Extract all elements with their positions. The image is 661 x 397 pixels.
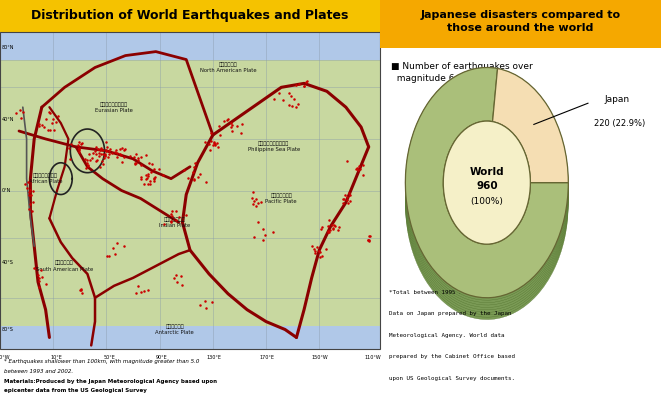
Text: * Earthquakes shallower than 100km, with magnitude greater than 5.0: * Earthquakes shallower than 100km, with… — [4, 359, 199, 364]
Text: 50°E: 50°E — [103, 355, 115, 360]
Text: *Total between 1995 and 2004.: *Total between 1995 and 2004. — [389, 290, 490, 295]
Text: between 1993 and 2002.: between 1993 and 2002. — [4, 369, 73, 374]
Wedge shape — [492, 76, 568, 190]
Text: Materials:Produced by the Japan Meteorological Agency based upon: Materials:Produced by the Japan Meteorol… — [4, 379, 217, 384]
Text: インドプレート
Indian Plate: インドプレート Indian Plate — [159, 217, 190, 228]
Wedge shape — [492, 88, 568, 202]
Text: Distribution of World Earthquakes and Plates: Distribution of World Earthquakes and Pl… — [31, 10, 349, 22]
Text: epicenter data from the US Geological Survey: epicenter data from the US Geological Su… — [4, 388, 147, 393]
Wedge shape — [405, 67, 568, 298]
Text: 北米プレート
North American Plate: 北米プレート North American Plate — [200, 62, 256, 73]
Circle shape — [444, 123, 530, 247]
Wedge shape — [405, 75, 568, 305]
Text: 80°S: 80°S — [2, 327, 14, 332]
Circle shape — [444, 136, 530, 259]
Text: Japan: Japan — [605, 95, 630, 104]
Circle shape — [444, 133, 530, 256]
Text: (100%): (100%) — [471, 197, 503, 206]
Text: 30°W: 30°W — [0, 355, 11, 360]
Circle shape — [444, 143, 530, 266]
Wedge shape — [492, 81, 568, 195]
Wedge shape — [492, 69, 568, 183]
Text: 40°S: 40°S — [2, 260, 14, 264]
Text: 150°W: 150°W — [311, 355, 328, 360]
Text: Japanese disasters compared to
those around the world: Japanese disasters compared to those aro… — [420, 10, 621, 33]
Text: 170°E: 170°E — [260, 355, 274, 360]
Text: 40°N: 40°N — [2, 117, 15, 121]
Text: アフリカプレート
African Plate: アフリカプレート African Plate — [29, 173, 62, 184]
Text: 10°E: 10°E — [50, 355, 62, 360]
Wedge shape — [405, 85, 568, 315]
Text: 太平洋プレート
Pacific Plate: 太平洋プレート Pacific Plate — [266, 193, 297, 204]
Wedge shape — [492, 78, 568, 192]
Wedge shape — [405, 77, 568, 307]
FancyBboxPatch shape — [0, 32, 380, 349]
Circle shape — [444, 141, 530, 264]
Text: 90°E: 90°E — [156, 355, 168, 360]
Wedge shape — [492, 71, 568, 185]
Text: 220 (22.9%): 220 (22.9%) — [594, 119, 645, 127]
Text: World: World — [469, 166, 504, 177]
Wedge shape — [492, 83, 568, 197]
Text: Data on Japan prepared by the Japan: Data on Japan prepared by the Japan — [389, 311, 511, 316]
Circle shape — [444, 128, 530, 251]
Circle shape — [444, 121, 530, 244]
Text: 960: 960 — [476, 181, 498, 191]
Circle shape — [444, 131, 530, 254]
Text: フィリピン海プレート
Philippine Sea Plate: フィリピン海プレート Philippine Sea Plate — [247, 141, 300, 152]
Text: 南極プレート
Antarctic Plate: 南極プレート Antarctic Plate — [155, 324, 194, 335]
Text: 130°E: 130°E — [207, 355, 222, 360]
Circle shape — [444, 138, 530, 261]
Wedge shape — [405, 70, 568, 300]
Wedge shape — [492, 73, 568, 187]
Circle shape — [444, 121, 530, 244]
Text: 南米プレート
South American Plate: 南米プレート South American Plate — [36, 260, 93, 272]
Wedge shape — [492, 91, 568, 204]
Circle shape — [444, 126, 530, 249]
Wedge shape — [492, 85, 568, 200]
Text: 0°N: 0°N — [2, 188, 11, 193]
Text: Meteorological Agency. World data: Meteorological Agency. World data — [389, 333, 504, 338]
FancyBboxPatch shape — [0, 326, 380, 349]
Text: 110°W: 110°W — [364, 355, 381, 360]
FancyBboxPatch shape — [380, 0, 661, 48]
Wedge shape — [405, 67, 568, 298]
Wedge shape — [405, 89, 568, 320]
Wedge shape — [492, 69, 568, 183]
Wedge shape — [405, 72, 568, 303]
Text: ユーラシアプレート
Eurasian Plate: ユーラシアプレート Eurasian Plate — [95, 102, 133, 113]
Wedge shape — [405, 82, 568, 312]
FancyBboxPatch shape — [0, 0, 380, 32]
FancyBboxPatch shape — [0, 32, 380, 60]
Text: prepared by the Cabinet Office based: prepared by the Cabinet Office based — [389, 354, 514, 359]
Text: ■ Number of earthquakes over
  magnitude 6.0: ■ Number of earthquakes over magnitude 6… — [391, 62, 533, 83]
Text: 80°N: 80°N — [2, 45, 15, 50]
Wedge shape — [405, 80, 568, 310]
Text: upon US Geological Survey documents.: upon US Geological Survey documents. — [389, 376, 514, 381]
Wedge shape — [405, 87, 568, 317]
